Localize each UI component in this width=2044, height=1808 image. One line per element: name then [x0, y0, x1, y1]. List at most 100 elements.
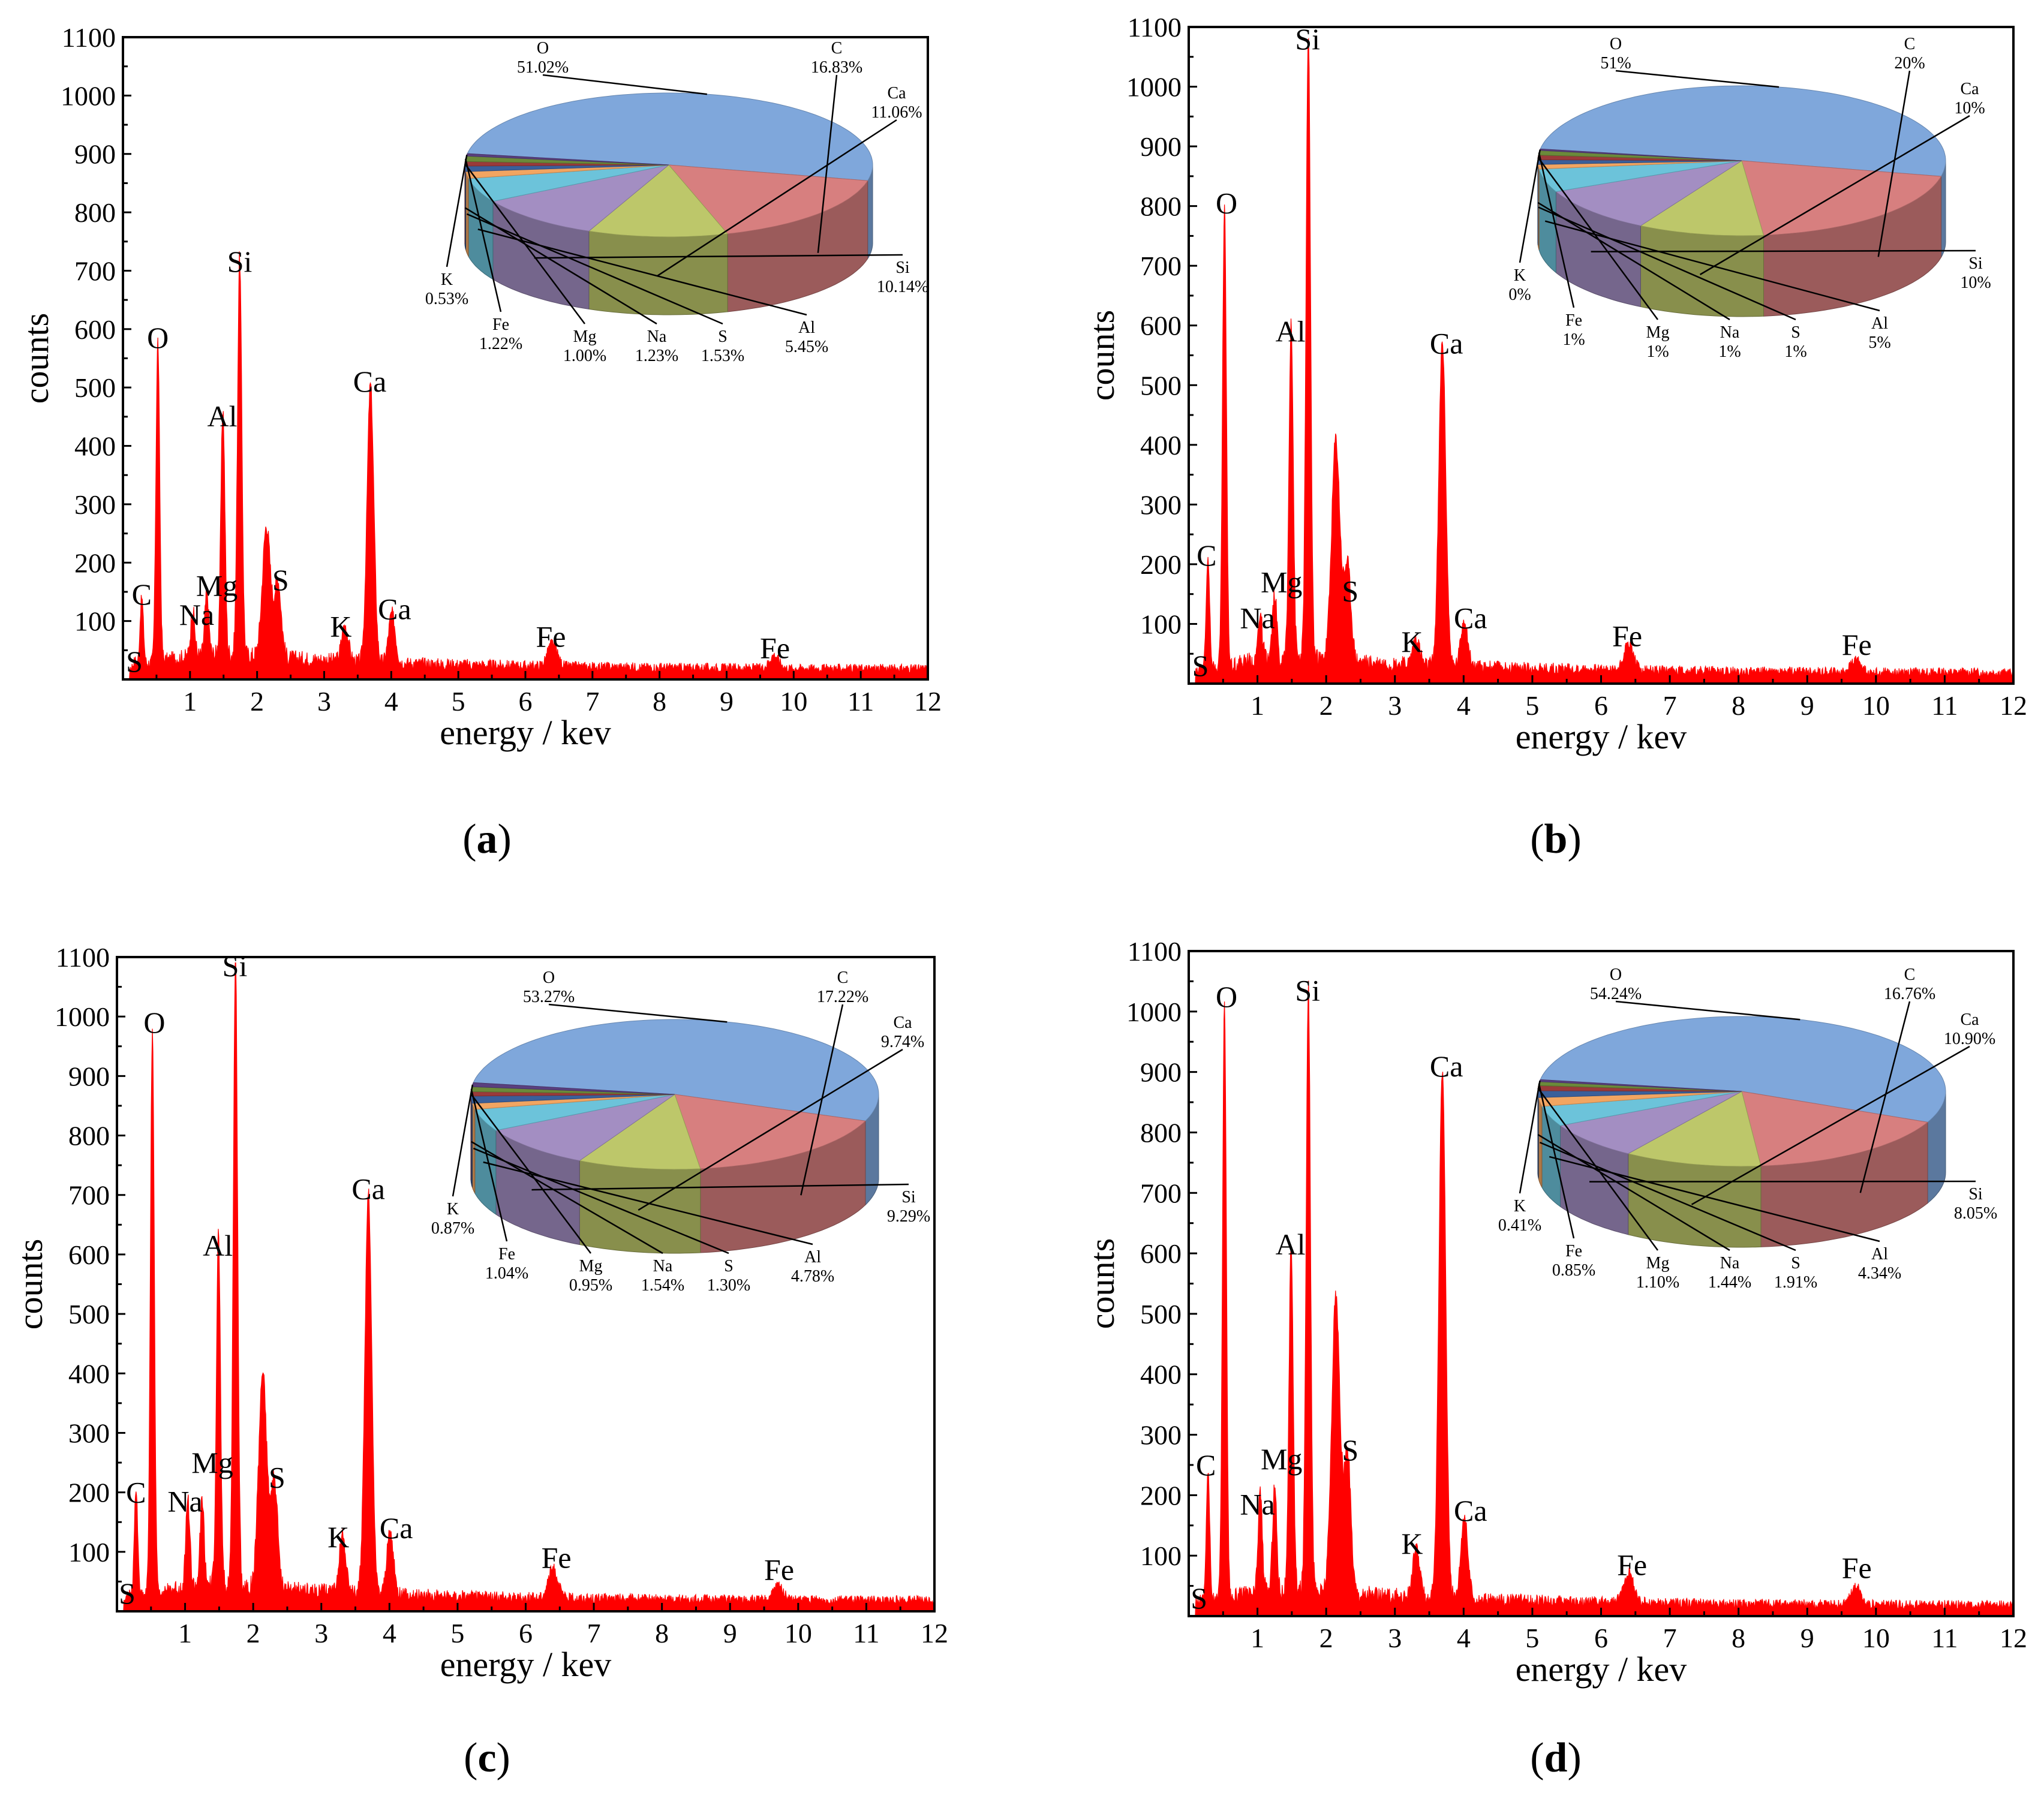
- y-tick-label: 700: [68, 1180, 110, 1211]
- peak-label: Fe: [764, 1553, 794, 1586]
- x-tick-label: 4: [383, 1618, 396, 1648]
- pie-leader-line: [477, 228, 807, 316]
- peak-label: Si: [1295, 22, 1320, 56]
- pie-leader-line: [534, 254, 903, 259]
- y-tick-label: 500: [74, 372, 116, 403]
- x-tick-label: 2: [1319, 1623, 1333, 1653]
- peak-label: Mg: [196, 569, 238, 603]
- x-tick-label: 3: [314, 1618, 328, 1648]
- x-tick-label: 6: [519, 1618, 533, 1648]
- peak-label: Na: [179, 598, 214, 631]
- pie-label-element: C: [1904, 965, 1916, 984]
- y-tick-label: 1000: [55, 1001, 110, 1032]
- y-tick-label: 1100: [62, 22, 116, 53]
- x-tick-label: 6: [1594, 1623, 1608, 1653]
- pie-label-percent: 10%: [1954, 99, 1985, 118]
- pie-label-element: Fe: [1565, 1242, 1582, 1261]
- pie-slice-si: [492, 164, 669, 231]
- pie-label-element: Si: [1968, 1185, 1983, 1204]
- y-tick-label: 800: [1140, 1117, 1182, 1148]
- spectrum-series: [123, 251, 928, 680]
- y-axis-label: counts: [17, 313, 56, 404]
- peak-label: Fe: [536, 619, 566, 653]
- peak-label: Ca: [378, 592, 411, 626]
- pie-label-element: C: [837, 968, 849, 987]
- x-tick-label: 4: [384, 686, 398, 717]
- x-tick-label: 7: [585, 686, 599, 717]
- pie-leader-line: [465, 158, 502, 312]
- peak-label: C: [1197, 539, 1216, 572]
- peak-label: S: [272, 563, 289, 597]
- pie-label-percent: 1.23%: [635, 347, 678, 365]
- x-tick-label: 12: [914, 686, 942, 717]
- peak-label: S: [1342, 574, 1358, 608]
- x-tick-label: 3: [317, 686, 331, 717]
- x-tick-label: 6: [1594, 690, 1608, 721]
- peak-label: C: [126, 1475, 146, 1509]
- y-tick-label: 900: [1140, 131, 1182, 162]
- pie-label-element: K: [1514, 266, 1526, 285]
- pie-slice-c: [668, 164, 868, 234]
- pie-label-element: Fe: [1565, 311, 1582, 330]
- x-tick-label: 10: [1862, 690, 1890, 721]
- peak-label: K: [330, 610, 351, 643]
- peak-label: S: [1191, 1581, 1207, 1615]
- pie-leader-line: [452, 1084, 474, 1197]
- peak-label: Ca: [1430, 1049, 1463, 1083]
- pie-slice-o: [473, 1019, 879, 1121]
- pie-slice-si: [1555, 160, 1742, 227]
- y-tick-label: 200: [1140, 549, 1182, 580]
- y-tick-label: 400: [68, 1358, 110, 1389]
- pie-label-element: O: [537, 39, 549, 58]
- x-tick-label: 2: [250, 686, 264, 717]
- pie-label-percent: 9.74%: [881, 1033, 924, 1051]
- peak-label: Na: [167, 1484, 202, 1518]
- pie-leader-line: [1591, 249, 1976, 252]
- pie-label-element: C: [831, 39, 843, 58]
- peak-label: Ca: [353, 365, 387, 398]
- x-tick-label: 7: [1663, 690, 1677, 721]
- pie-label-element: O: [1610, 35, 1622, 53]
- x-tick-label: 12: [2000, 1623, 2027, 1653]
- pie-label-percent: 16.76%: [1884, 985, 1935, 1003]
- pie-leader-line: [1538, 152, 1575, 308]
- peak-label: S: [1342, 1433, 1358, 1467]
- pie-leader-line: [1699, 115, 1970, 275]
- y-axis-label: counts: [11, 1239, 50, 1329]
- pie-label-percent: 1.44%: [1708, 1273, 1751, 1292]
- y-tick-label: 100: [1140, 1541, 1182, 1571]
- pie-label-percent: 0.85%: [1552, 1261, 1595, 1280]
- chart-panel-c: 1 2 3 4 5 6 7 8 9 10 11 12 100 200 300 400 500 600 700 800 9…: [0, 904, 1022, 1807]
- y-tick-label: 200: [1140, 1480, 1182, 1511]
- pie-leader-line: [1615, 70, 1780, 88]
- y-tick-label: 300: [68, 1418, 110, 1448]
- pie-leader-line: [1589, 1180, 1976, 1183]
- pie-label-percent: 1%: [1718, 342, 1741, 361]
- pie-label-percent: 1.22%: [479, 335, 522, 353]
- pie-slice-si: [495, 1094, 675, 1162]
- pie-label-element: Mg: [1646, 1254, 1670, 1272]
- peak-label: Si: [227, 245, 253, 278]
- pie-label-element: Al: [798, 318, 815, 337]
- pie-label-percent: 10.90%: [1944, 1030, 1995, 1048]
- pie-slice-si: [1559, 1091, 1742, 1154]
- pie-label-element: Na: [1720, 1254, 1740, 1272]
- peak-label: Fe: [1617, 1548, 1647, 1582]
- pie-slice-ca: [1627, 1091, 1762, 1167]
- x-axis-label: energy / kev: [1516, 1650, 1687, 1689]
- x-tick-label: 5: [1525, 690, 1539, 721]
- x-tick-label: 12: [921, 1618, 948, 1648]
- x-tick-label: 9: [1800, 1623, 1814, 1653]
- pie-label-percent: 16.83%: [811, 58, 862, 77]
- pie-label-percent: 1.10%: [1636, 1273, 1679, 1292]
- peak-label: K: [327, 1520, 349, 1554]
- y-tick-label: 400: [1140, 430, 1182, 461]
- y-tick-label: 100: [74, 606, 116, 637]
- pie-leader-line: [470, 1093, 591, 1254]
- x-tick-label: 9: [723, 1618, 737, 1648]
- pie-label-percent: 54.24%: [1590, 985, 1642, 1003]
- pie-label-percent: 11.06%: [871, 103, 922, 122]
- peak-label: O: [1216, 186, 1237, 220]
- peak-label: Ca: [1430, 326, 1463, 360]
